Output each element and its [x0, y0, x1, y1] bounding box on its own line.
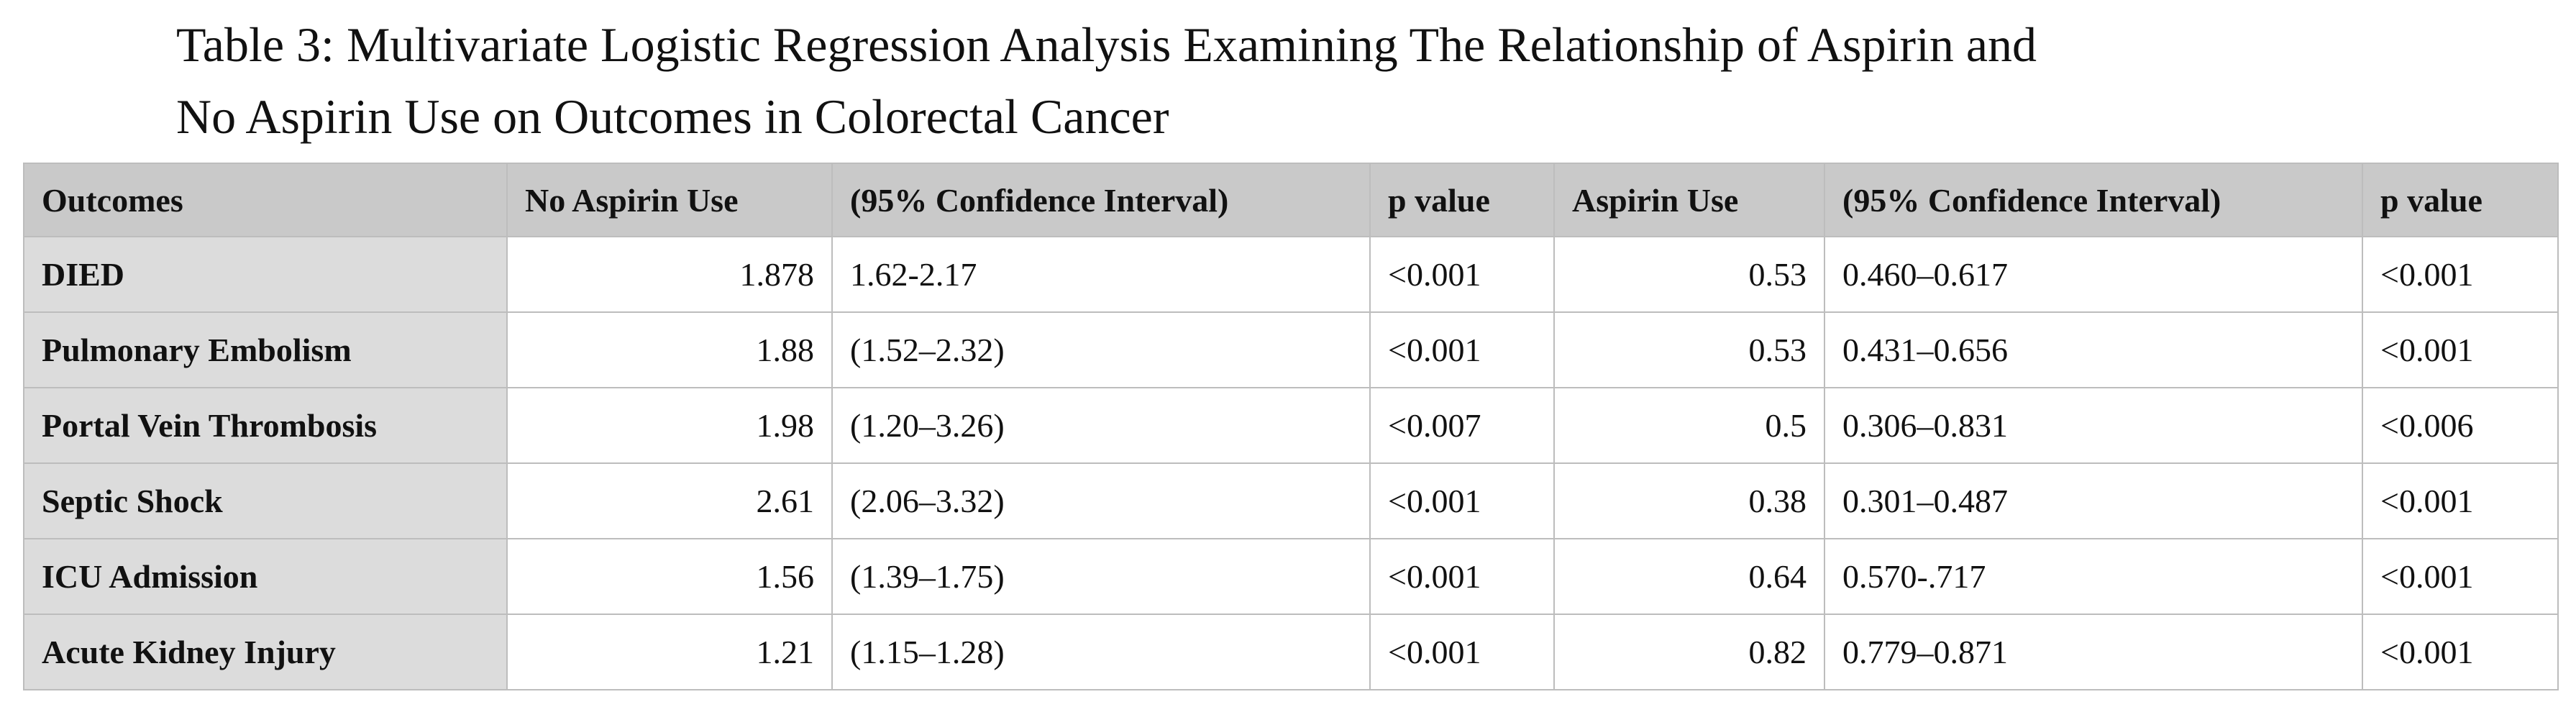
- no-aspirin-estimate-cell: 1.56: [506, 538, 833, 615]
- outcome-cell: Septic Shock: [23, 462, 508, 539]
- aspirin-estimate-cell: 0.38: [1553, 462, 1825, 539]
- regression-table-container: Outcomes No Aspirin Use (95% Confidence …: [23, 163, 2559, 690]
- no-aspirin-ci-cell: 1.62-2.17: [831, 236, 1371, 313]
- aspirin-estimate-cell: 0.64: [1553, 538, 1825, 615]
- outcome-cell: ICU Admission: [23, 538, 508, 615]
- table-caption: Table 3: Multivariate Logistic Regressio…: [176, 9, 2406, 152]
- aspirin-ci-cell: 0.306–0.831: [1824, 387, 2363, 464]
- table-row: Pulmonary Embolism 1.88 (1.52–2.32) <0.0…: [23, 311, 2559, 388]
- outcome-cell: Portal Vein Thrombosis: [23, 387, 508, 464]
- aspirin-ci-cell: 0.570-.717: [1824, 538, 2363, 615]
- no-aspirin-p-cell: <0.001: [1369, 236, 1555, 313]
- no-aspirin-ci-cell: (2.06–3.32): [831, 462, 1371, 539]
- aspirin-ci-cell: 0.301–0.487: [1824, 462, 2363, 539]
- header-aspirin-use: Aspirin Use: [1553, 163, 1825, 237]
- no-aspirin-p-cell: <0.001: [1369, 311, 1555, 388]
- no-aspirin-estimate-cell: 1.21: [506, 614, 833, 690]
- header-no-aspirin-use: No Aspirin Use: [506, 163, 833, 237]
- header-outcomes: Outcomes: [23, 163, 508, 237]
- no-aspirin-p-cell: <0.001: [1369, 614, 1555, 690]
- header-no-aspirin-p-value: p value: [1369, 163, 1555, 237]
- caption-line-2: No Aspirin Use on Outcomes in Colorectal…: [176, 89, 1169, 144]
- aspirin-ci-cell: 0.431–0.656: [1824, 311, 2363, 388]
- aspirin-estimate-cell: 0.53: [1553, 236, 1825, 313]
- aspirin-ci-cell: 0.779–0.871: [1824, 614, 2363, 690]
- aspirin-p-cell: <0.001: [2362, 462, 2559, 539]
- no-aspirin-ci-cell: (1.39–1.75): [831, 538, 1371, 615]
- header-row: Outcomes No Aspirin Use (95% Confidence …: [23, 163, 2559, 237]
- aspirin-p-cell: <0.001: [2362, 236, 2559, 313]
- no-aspirin-p-cell: <0.001: [1369, 538, 1555, 615]
- no-aspirin-ci-cell: (1.15–1.28): [831, 614, 1371, 690]
- header-aspirin-p-value: p value: [2362, 163, 2559, 237]
- caption-line-1: Table 3: Multivariate Logistic Regressio…: [176, 17, 2037, 72]
- aspirin-p-cell: <0.001: [2362, 311, 2559, 388]
- no-aspirin-estimate-cell: 1.98: [506, 387, 833, 464]
- no-aspirin-estimate-cell: 1.878: [506, 236, 833, 313]
- table-row: Acute Kidney Injury 1.21 (1.15–1.28) <0.…: [23, 614, 2559, 690]
- aspirin-p-cell: <0.006: [2362, 387, 2559, 464]
- no-aspirin-p-cell: <0.007: [1369, 387, 1555, 464]
- table-row: DIED 1.878 1.62-2.17 <0.001 0.53 0.460–0…: [23, 236, 2559, 313]
- aspirin-estimate-cell: 0.82: [1553, 614, 1825, 690]
- aspirin-ci-cell: 0.460–0.617: [1824, 236, 2363, 313]
- outcome-cell: DIED: [23, 236, 508, 313]
- outcome-cell: Acute Kidney Injury: [23, 614, 508, 690]
- no-aspirin-ci-cell: (1.20–3.26): [831, 387, 1371, 464]
- header-no-aspirin-ci: (95% Confidence Interval): [831, 163, 1371, 237]
- table-row: ICU Admission 1.56 (1.39–1.75) <0.001 0.…: [23, 538, 2559, 615]
- aspirin-p-cell: <0.001: [2362, 614, 2559, 690]
- no-aspirin-p-cell: <0.001: [1369, 462, 1555, 539]
- regression-table: Outcomes No Aspirin Use (95% Confidence …: [23, 163, 2559, 690]
- header-aspirin-ci: (95% Confidence Interval): [1824, 163, 2363, 237]
- aspirin-p-cell: <0.001: [2362, 538, 2559, 615]
- no-aspirin-ci-cell: (1.52–2.32): [831, 311, 1371, 388]
- aspirin-estimate-cell: 0.5: [1553, 387, 1825, 464]
- table-row: Portal Vein Thrombosis 1.98 (1.20–3.26) …: [23, 387, 2559, 464]
- aspirin-estimate-cell: 0.53: [1553, 311, 1825, 388]
- no-aspirin-estimate-cell: 1.88: [506, 311, 833, 388]
- table-row: Septic Shock 2.61 (2.06–3.32) <0.001 0.3…: [23, 462, 2559, 539]
- no-aspirin-estimate-cell: 2.61: [506, 462, 833, 539]
- outcome-cell: Pulmonary Embolism: [23, 311, 508, 388]
